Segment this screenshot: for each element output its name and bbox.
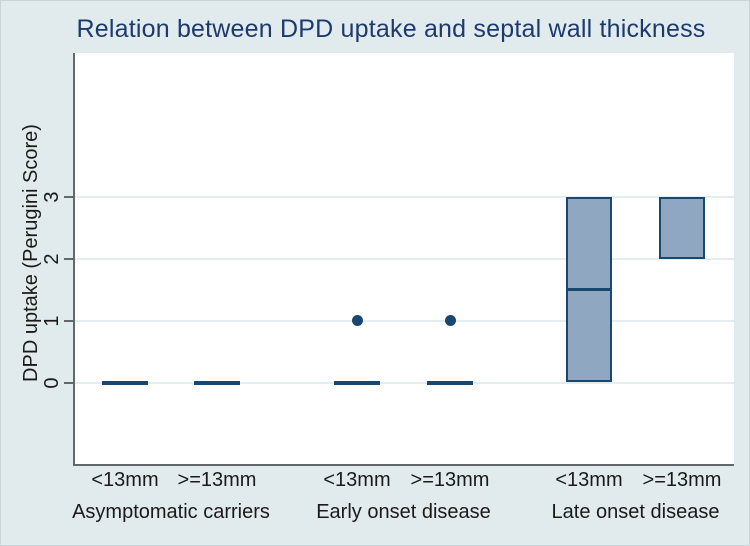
group-label-asymptomatic-carriers: Asymptomatic carriers [72, 501, 270, 523]
chart-title: Relation between DPD uptake and septal w… [76, 15, 706, 43]
plot-area [74, 53, 734, 464]
outlier-dot [444, 315, 456, 327]
median-line [566, 288, 612, 292]
y-tick-label: 0 [41, 376, 63, 389]
gridline [74, 257, 734, 260]
box-asymptomatic-carriers-lt13mm [102, 380, 148, 385]
x-axis-line [73, 464, 734, 466]
y-tick-label: 1 [41, 315, 63, 327]
y-tick-label: 3 [41, 191, 63, 203]
x-tick-label: <13mm [91, 469, 159, 491]
box-early-onset-disease-ge13mm [427, 380, 473, 385]
x-tick-label: >=13mm [410, 469, 490, 491]
gridline [74, 319, 734, 322]
gridline [74, 196, 734, 198]
x-tick-label: <13mm [555, 469, 623, 491]
box-asymptomatic-carriers-ge13mm [194, 380, 240, 385]
gridline [74, 381, 734, 384]
y-axis-tick [64, 257, 74, 260]
y-axis-title: DPD uptake (Perugini Score) [20, 124, 42, 382]
y-tick-label: 2 [41, 253, 63, 265]
y-axis-tick [64, 381, 74, 384]
outlier-dot [351, 315, 363, 327]
group-label-late-onset-disease: Late onset disease [551, 501, 720, 523]
group-label-early-onset-disease: Early onset disease [316, 501, 491, 523]
y-axis-line [73, 53, 75, 465]
box-late-onset-disease-ge13mm [659, 197, 705, 259]
x-tick-label: >=13mm [177, 469, 257, 491]
y-axis-tick [64, 196, 74, 198]
x-tick-label: >=13mm [642, 469, 722, 491]
box-early-onset-disease-lt13mm [334, 380, 380, 385]
y-axis-tick [64, 319, 74, 322]
x-tick-label: <13mm [323, 469, 391, 491]
